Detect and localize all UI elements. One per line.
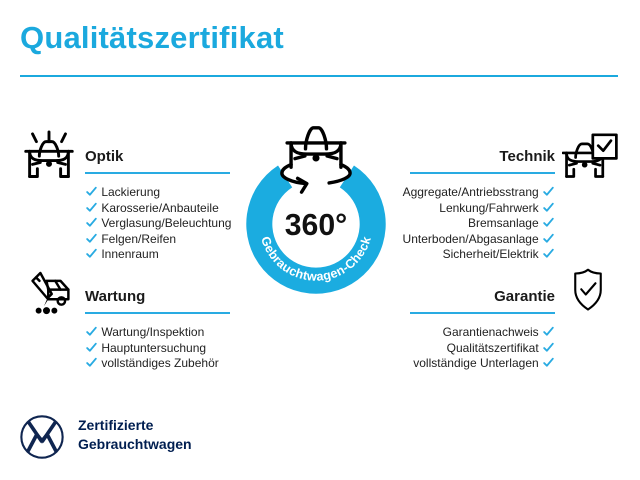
svg-text:360°: 360° xyxy=(285,209,348,242)
